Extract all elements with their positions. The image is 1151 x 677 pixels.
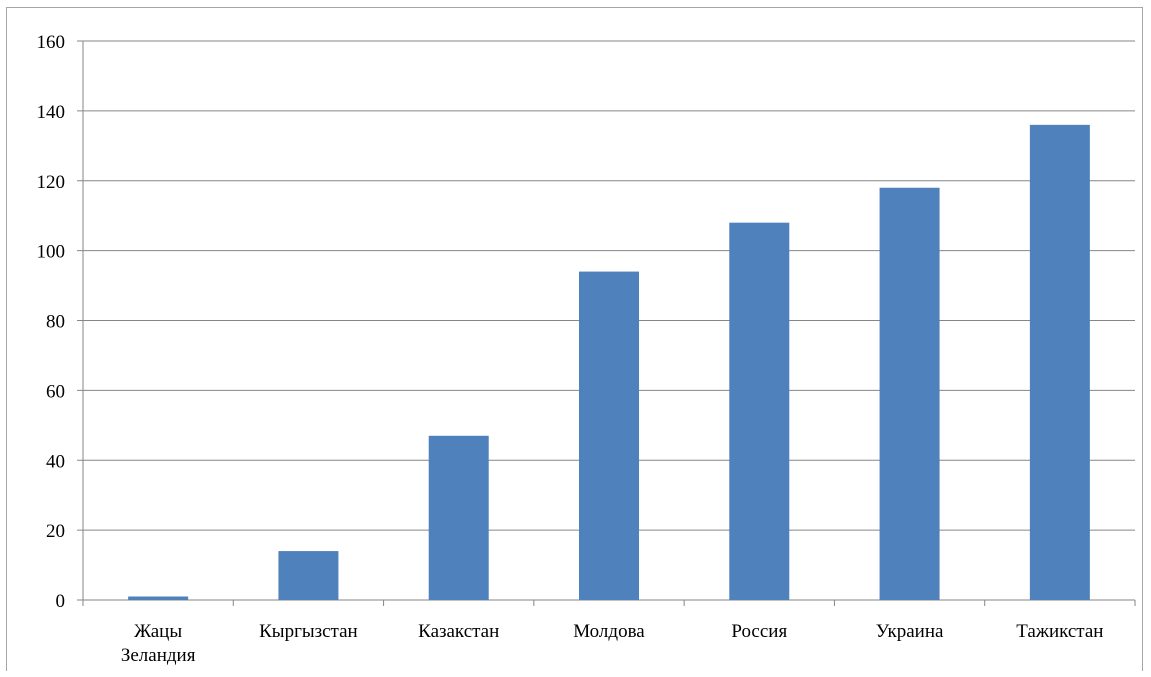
- x-category-label: Тажикстан: [1016, 621, 1103, 642]
- y-tick-label: 20: [46, 521, 65, 542]
- y-tick-label: 40: [46, 451, 65, 472]
- bar: [1029, 124, 1090, 600]
- bar: [128, 596, 189, 600]
- bar: [729, 222, 790, 601]
- x-category-label: Украина: [876, 621, 944, 642]
- y-tick-label: 120: [37, 172, 66, 193]
- bar: [579, 271, 639, 600]
- bar: [428, 435, 489, 600]
- x-category-label: Жацы: [134, 621, 182, 642]
- y-tick-label: 140: [37, 102, 66, 123]
- x-category-label: Молдова: [573, 621, 645, 642]
- y-tick-label: 60: [46, 381, 65, 402]
- bar: [278, 551, 339, 600]
- x-category-label: Зеландия: [121, 645, 196, 666]
- x-category-label: Кыргызстан: [259, 621, 358, 642]
- y-tick-label: 0: [56, 591, 66, 612]
- y-tick-label: 100: [37, 242, 66, 263]
- chart-frame: [6, 7, 1143, 671]
- bar: [879, 187, 940, 601]
- x-category-label: Россия: [731, 621, 787, 642]
- y-tick-label: 80: [46, 312, 65, 333]
- x-category-label: Казакстан: [418, 621, 499, 642]
- y-tick-label: 160: [37, 32, 66, 53]
